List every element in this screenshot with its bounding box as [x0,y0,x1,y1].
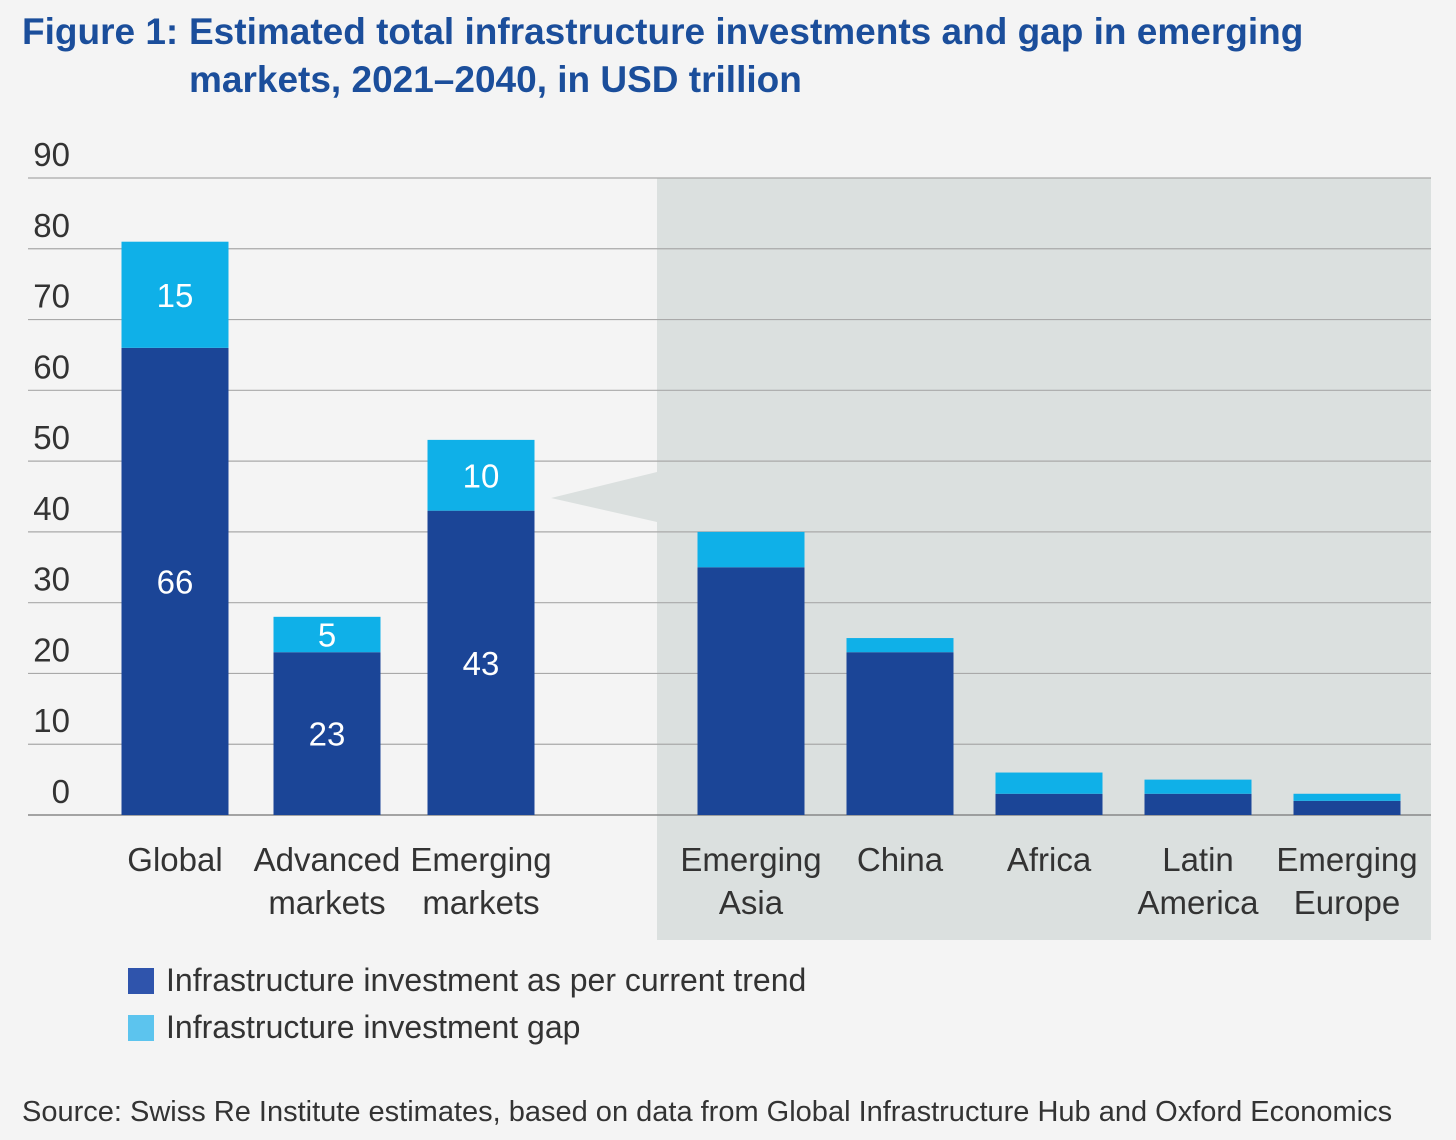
x-category-label: China [857,841,944,878]
bar-gap [121,241,229,348]
x-category-label: Africa [1007,841,1092,878]
data-label-trend: 43 [463,645,500,682]
legend: Infrastructure investment as per current… [128,957,806,1051]
y-tick-label: 30 [33,561,70,598]
bar-gap [995,772,1103,794]
data-label-gap: 5 [318,617,336,654]
x-category-label: markets [268,884,385,921]
figure-label: Figure 1: [22,11,179,52]
x-category-label: Advanced [254,841,401,878]
x-category-label: markets [422,884,539,921]
y-tick-label: 80 [33,207,70,244]
data-label-trend: 23 [309,716,346,753]
data-label-gap: 10 [463,457,500,494]
x-category-label: Emerging [680,841,821,878]
legend-swatch-trend [128,967,154,994]
bar-trend [121,347,229,815]
bar-gap [273,616,381,653]
y-tick-label: 20 [33,631,70,668]
bar-trend [846,652,954,815]
legend-label-gap: Infrastructure investment gap [166,1009,581,1045]
legend-item-trend: Infrastructure investment as per current… [128,957,806,1004]
data-label-gap: 15 [157,277,194,314]
x-category-label: Europe [1294,884,1400,921]
bar-trend [995,793,1103,815]
legend-label-trend: Infrastructure investment as per current… [166,962,807,998]
legend-item-gap: Infrastructure investment gap [128,1004,806,1051]
breakdown-pointer [551,472,657,522]
y-tick-label: 50 [33,419,70,456]
y-tick-label: 90 [33,136,70,173]
x-category-label: Global [127,841,222,878]
bar-trend [427,510,535,815]
source-note: Source: Swiss Re Institute estimates, ba… [22,1096,1393,1128]
x-category-label: Emerging [410,841,551,878]
y-tick-label: 0 [52,773,70,810]
y-tick-label: 10 [33,702,70,739]
bar-trend [1293,800,1401,815]
chart-title: Estimated total infrastructure investmen… [189,11,1304,100]
bar-gap [846,638,954,653]
x-category-label: Latin [1162,841,1234,878]
x-category-label: Asia [719,884,784,921]
bar-gap [427,439,535,511]
bar-gap [697,531,805,568]
y-tick-label: 40 [33,490,70,527]
legend-swatch-gap [128,1014,154,1041]
data-label-trend: 66 [157,563,194,600]
bar-trend [697,567,805,815]
x-category-label: Emerging [1276,841,1417,878]
y-tick-label: 70 [33,278,70,315]
y-tick-label: 60 [33,348,70,385]
bar-gap [1144,779,1252,794]
bar-gap [1293,793,1401,801]
bar-trend [273,652,381,815]
x-category-label: America [1137,884,1259,921]
bar-trend [1144,793,1252,815]
